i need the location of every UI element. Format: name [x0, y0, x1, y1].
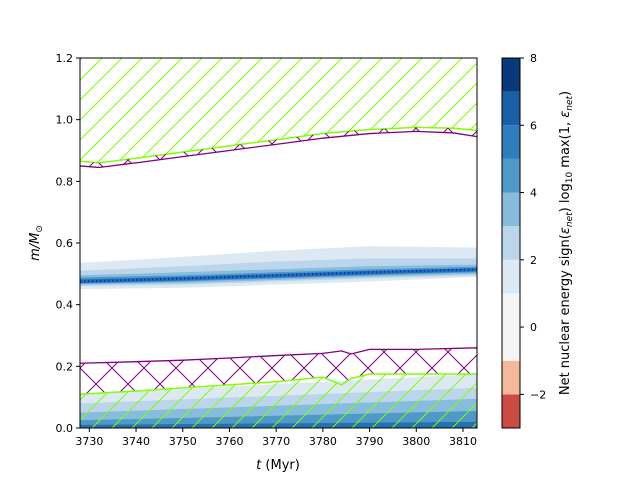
shell-burning-level-5	[80, 268, 477, 284]
x-tick-label: 3790	[356, 435, 384, 448]
colorbar	[502, 58, 520, 428]
colorbar-tick-label: −2	[530, 388, 546, 401]
colorbar-label-part: ε	[558, 227, 573, 234]
plot-area	[80, 58, 477, 428]
convective-core	[80, 374, 477, 428]
x-tick-label: 3730	[75, 435, 103, 448]
x-tick-label: 3740	[122, 435, 150, 448]
colorbar-segment	[502, 91, 520, 126]
envelope-overshoot-boundary	[80, 130, 477, 169]
colorbar-segment	[502, 192, 520, 227]
x-axis-label: t (Myr)	[256, 458, 300, 473]
colorbar-segment	[502, 58, 520, 92]
colorbar-label-part: Net nuclear energy sign(	[558, 234, 573, 395]
shell-center-line	[80, 268, 477, 283]
y-tick-label: 0.4	[56, 299, 74, 312]
colorbar-tick-label: 0	[530, 321, 537, 334]
x-tick-label: 3810	[449, 435, 477, 448]
colorbar-tick-label: 6	[530, 119, 537, 132]
core-overshoot-top	[80, 347, 477, 364]
convective-envelope	[80, 58, 477, 163]
colorbar-label-part: ε	[558, 111, 573, 118]
colorbar-segment	[502, 226, 520, 260]
y-tick-label: 1.2	[56, 52, 74, 65]
x-tick-label: 3800	[402, 435, 430, 448]
colorbar-segment	[502, 259, 520, 294]
y-axis-label: m/M⊙	[28, 225, 45, 261]
colorbar-label-part: net	[565, 95, 575, 110]
colorbar-tick-label: 2	[530, 254, 537, 267]
y-tick-label: 0.2	[56, 360, 74, 373]
colorbar-segment	[502, 158, 520, 193]
convective-core-boundary	[80, 373, 477, 395]
colorbar-tick-label: 8	[530, 52, 537, 65]
colorbar-segment	[502, 394, 520, 428]
colorbar-label-part: 10	[565, 172, 575, 184]
colorbar-label-part: net	[565, 212, 575, 227]
y-tick-label: 0.8	[56, 175, 74, 188]
colorbar-segment	[502, 293, 520, 361]
envelope-overshoot-region	[80, 127, 477, 168]
colorbar-label-part: )	[558, 91, 573, 96]
colorbar-segment	[502, 360, 520, 395]
colorbar-segment	[502, 125, 520, 159]
y-tick-label: 1.0	[56, 114, 74, 127]
x-tick-label: 3760	[215, 435, 243, 448]
y-tick-label: 0.6	[56, 237, 74, 250]
colorbar-ticks: −2 0 2 4 6 8	[520, 52, 546, 401]
colorbar-tick-label: 4	[530, 187, 537, 200]
x-tick-label: 3780	[309, 435, 337, 448]
x-axis: 3730 3740 3750 3760 3770 3780 3790 3800 3810	[75, 428, 477, 448]
y-axis: 0.0 0.2 0.4 0.6 0.8 1.0 1.2	[56, 52, 80, 435]
y-tick-label: 0.0	[56, 422, 74, 435]
x-tick-label: 3770	[262, 435, 290, 448]
x-tick-label: 3750	[169, 435, 197, 448]
colorbar-label: Net nuclear energy sign(εnet) log10 max(…	[558, 91, 575, 395]
colorbar-frame	[501, 57, 521, 429]
core-overshoot-region	[80, 347, 477, 395]
colorbar-label-part: ) log	[558, 183, 573, 212]
colorbar-label-part: max(1,	[558, 118, 573, 172]
